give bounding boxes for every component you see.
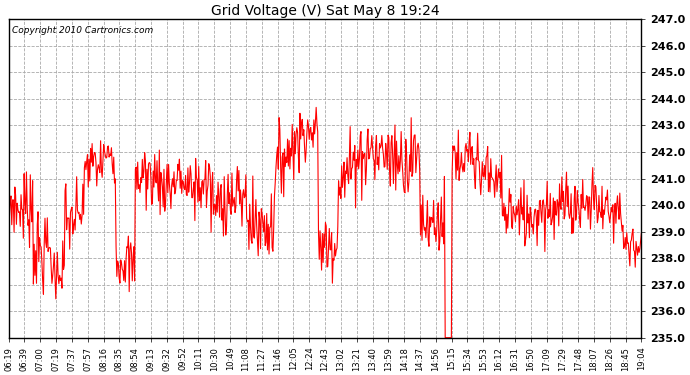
Title: Grid Voltage (V) Sat May 8 19:24: Grid Voltage (V) Sat May 8 19:24 (210, 4, 440, 18)
Text: Copyright 2010 Cartronics.com: Copyright 2010 Cartronics.com (12, 26, 153, 35)
